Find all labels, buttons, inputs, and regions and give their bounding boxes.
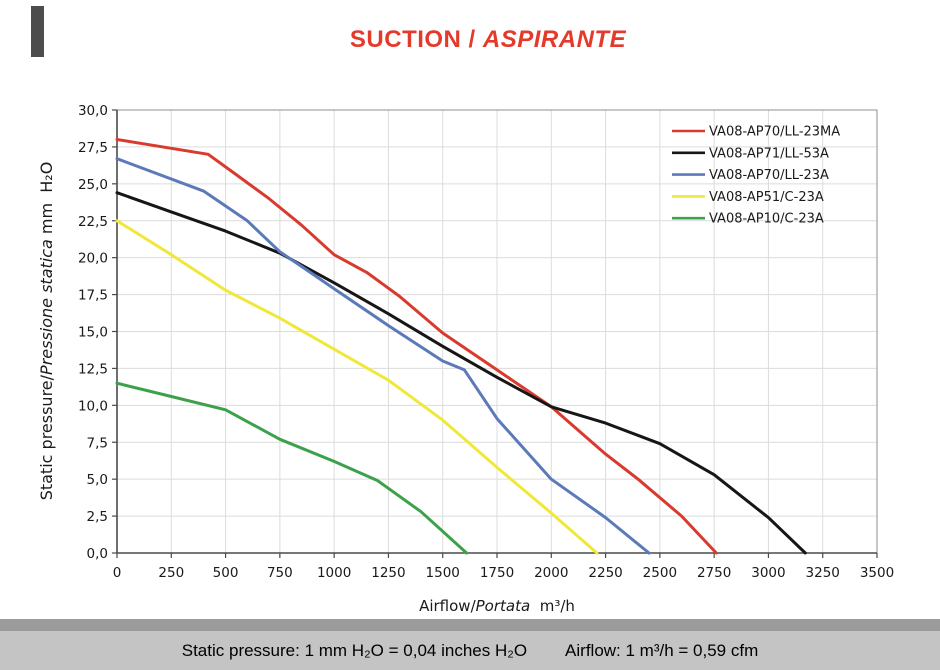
series-line-0 (115, 138, 718, 555)
x-tick-label: 750 (267, 565, 293, 581)
x-tick-label: 3000 (751, 565, 785, 581)
footer-note-static-pressure: Static pressure: 1 mm H₂O = 0,04 inches … (181, 640, 528, 660)
x-tick-label: 2250 (588, 565, 622, 581)
x-tick-label: 2000 (534, 565, 568, 581)
y-tick-label: 10,0 (78, 398, 108, 414)
x-axis-label: Airflow/Portata m³/h (27, 597, 940, 615)
series-line-4 (115, 381, 469, 555)
x-tick-label: 250 (158, 565, 184, 581)
chart-title-italic: ASPIRANTE (482, 26, 627, 53)
footer-divider-strip (0, 619, 940, 631)
page-corner-tab (31, 6, 44, 57)
y-tick-label: 17,5 (78, 288, 108, 304)
footer-note-airflow: Airflow: 1 m³/h = 0,59 cfm (565, 640, 759, 660)
x-tick-label: 1000 (317, 565, 351, 581)
y-tick-label: 5,0 (87, 472, 108, 488)
legend-label: VA08-AP70/LL-23A (709, 168, 829, 183)
y-tick-label: 12,5 (78, 361, 108, 377)
series-line-1 (115, 191, 807, 555)
x-axis-label-italic: Portata (475, 597, 531, 615)
y-tick-label: 22,5 (78, 214, 108, 230)
x-tick-label: 1750 (480, 565, 514, 581)
y-tick-label: 7,5 (87, 435, 108, 451)
x-axis-label-unit: m³/h (530, 597, 575, 615)
x-tick-label: 1500 (426, 565, 460, 581)
y-axis-label-unit: mm H₂O (37, 161, 56, 240)
footer-conversion-band: Static pressure: 1 mm H₂O = 0,04 inches … (0, 631, 940, 670)
fan-curves-chart: 0 250 500 750 1000 1250 1500 1750 2000 2250 2500 27… (78, 103, 894, 581)
series-line-3 (115, 219, 599, 555)
x-tick-label: 1250 (371, 565, 405, 581)
y-axis-label-italic: Pressione statica (37, 239, 56, 375)
x-axis-label-regular: Airflow/ (419, 597, 476, 615)
y-tick-label: 15,0 (78, 325, 108, 341)
y-tick-label: 20,0 (78, 251, 108, 267)
chart-title: SUCTION / ASPIRANTE (18, 26, 940, 54)
y-tick-label: 30,0 (78, 103, 108, 119)
y-tick-label: 0,0 (87, 546, 108, 562)
x-tick-label: 2750 (697, 565, 731, 581)
legend-label: VA08-AP10/C-23A (709, 212, 824, 227)
y-axis-label: Static pressure/Pressione statica mm H₂O (37, 131, 57, 531)
x-tick-label: 3250 (806, 565, 840, 581)
y-tick-label: 2,5 (87, 509, 108, 525)
legend-label: VA08-AP51/C-23A (709, 190, 824, 205)
y-axis-label-regular: Static pressure/ (37, 374, 56, 501)
chart-title-regular: SUCTION / (349, 26, 483, 53)
x-tick-label: 3500 (860, 565, 894, 581)
x-tick-label: 500 (213, 565, 239, 581)
y-tick-label: 27,5 (78, 140, 108, 156)
legend-label: VA08-AP71/LL-53A (709, 146, 829, 161)
legend-label: VA08-AP70/LL-23MA (709, 125, 840, 140)
y-tick-label: 25,0 (78, 177, 108, 193)
series-line-2 (115, 157, 651, 555)
x-tick-label: 0 (113, 565, 122, 581)
x-tick-label: 2500 (643, 565, 677, 581)
